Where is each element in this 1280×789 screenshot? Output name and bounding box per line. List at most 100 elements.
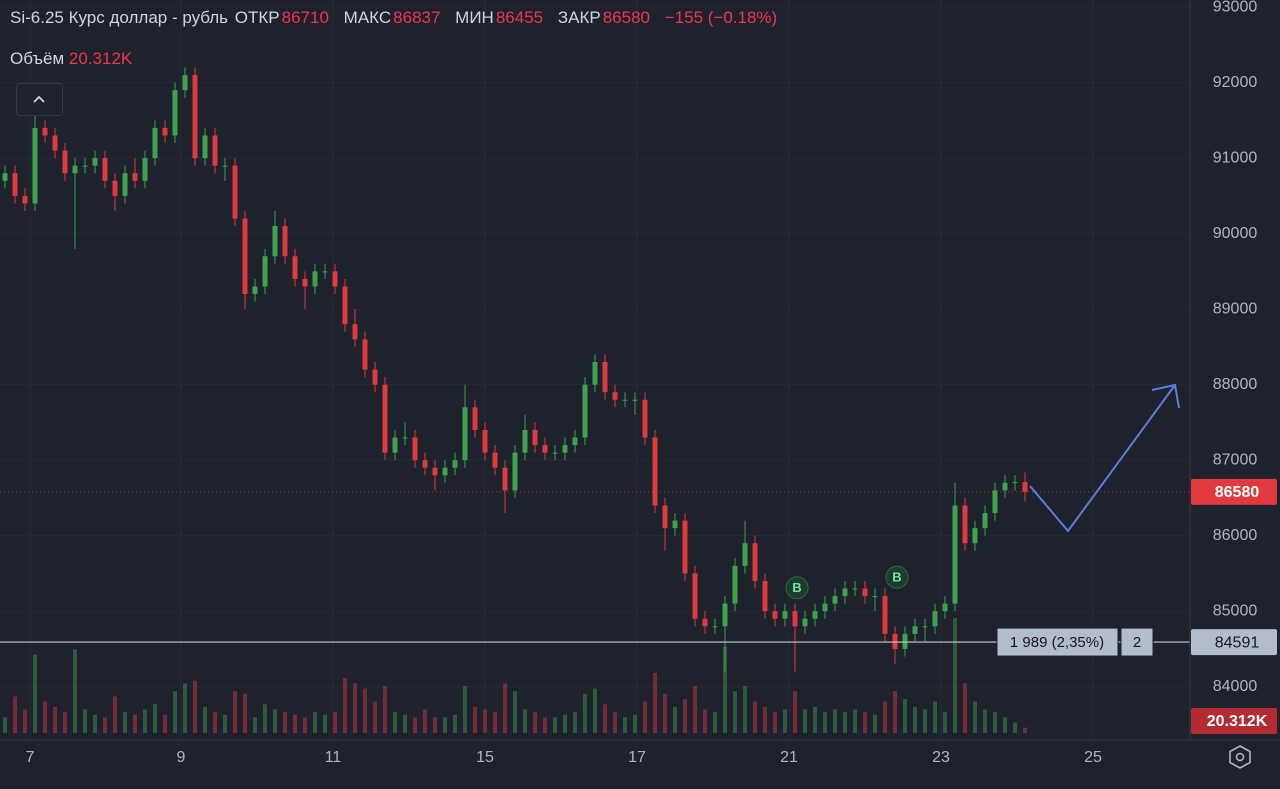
volume-bar [403, 714, 407, 733]
collapse-button[interactable] [16, 83, 63, 116]
volume-bar [523, 709, 527, 733]
candle-body [562, 445, 568, 453]
candle-body [122, 173, 128, 196]
volume-bar [633, 714, 637, 733]
candle-body [532, 429, 538, 446]
volume-bar [493, 712, 497, 733]
drawn-arrow-head[interactable] [1151, 383, 1180, 409]
candle-body [1002, 482, 1008, 491]
volume-bar [563, 714, 567, 733]
candle-body [2, 173, 8, 181]
candle-body [72, 165, 78, 174]
candle-body [642, 399, 648, 438]
overlay-layer: 1 989 (2,35%) 2 B B [0, 491, 1190, 657]
volume-bar [613, 712, 617, 733]
volume-bar [763, 706, 767, 733]
volume-bar [133, 714, 137, 733]
x-tick-label: 25 [1084, 749, 1102, 766]
volume-bar [463, 685, 467, 733]
volume-axis-box [1191, 708, 1277, 734]
candle-body [992, 490, 998, 514]
volume-bar [533, 712, 537, 733]
collapse-icon[interactable] [17, 84, 62, 115]
candle-body [832, 596, 838, 604]
volume-bar [513, 691, 517, 733]
candle-body [682, 520, 688, 574]
volume-bar [963, 683, 967, 733]
y-tick-label: 86000 [1213, 527, 1258, 544]
candle-body [812, 611, 818, 619]
candle-body [502, 467, 508, 491]
level-price-box [1191, 629, 1277, 656]
level-measure-box [996, 627, 1119, 657]
volume-bar [733, 691, 737, 733]
candle-body [962, 505, 968, 544]
candle-body [142, 158, 148, 181]
candle-body [712, 626, 718, 628]
candle-body [462, 407, 468, 461]
candle-body [522, 429, 528, 453]
volume-bar [1003, 717, 1007, 733]
y-tick-label: 92000 [1213, 74, 1258, 91]
volume-bar [863, 712, 867, 733]
volume-bar [13, 696, 17, 733]
signal-marker-label: B [892, 570, 901, 585]
volume-bar [103, 717, 107, 733]
candle-body [52, 135, 58, 151]
candle-body [182, 75, 188, 91]
candle-body [212, 135, 218, 166]
volume-bar [323, 714, 327, 733]
volume-bar [973, 701, 977, 733]
signal-marker-label: B [792, 580, 801, 595]
candle-body [42, 127, 48, 136]
level-price-label: 84591 [1215, 634, 1260, 651]
volume-bar [803, 709, 807, 733]
volume-bar [363, 688, 367, 733]
candle-body [262, 256, 268, 287]
volume-bar [593, 688, 597, 733]
volume-bar [843, 712, 847, 733]
change-value: −155 (−0.18%) [664, 8, 778, 27]
candle-body [602, 361, 608, 393]
candle-body [792, 611, 798, 627]
volume-bar [793, 691, 797, 733]
chevron[interactable] [33, 95, 45, 103]
candle-body [552, 452, 558, 454]
settings-icon-center[interactable] [1235, 752, 1245, 762]
candle-body [592, 361, 598, 385]
symbol-title: Si-6.25 Курс доллар - рубль [10, 8, 229, 27]
x-tick-label: 9 [177, 749, 186, 766]
volume-bar [623, 717, 627, 733]
drawn-arrow[interactable] [1029, 384, 1176, 533]
volume-bar [163, 714, 167, 733]
close-label: ЗАКР [557, 8, 601, 27]
candle-body [852, 588, 858, 590]
candle-body [512, 452, 518, 491]
settings-button[interactable] [1229, 745, 1251, 769]
volume-bar [283, 712, 287, 733]
x-tick-label: 17 [628, 749, 646, 766]
low-label: МИН [455, 8, 494, 27]
volume-bar [473, 706, 477, 733]
candle-body [922, 626, 928, 628]
candle-body [412, 437, 418, 461]
candle-body [322, 271, 328, 273]
candle-body [132, 173, 138, 181]
volume-bar [723, 646, 727, 733]
candle-body [662, 505, 668, 529]
volume-bar [353, 683, 357, 733]
candle-body [22, 195, 28, 204]
volume-bar [933, 701, 937, 733]
y-tick-label: 91000 [1213, 149, 1258, 166]
candle-body [842, 588, 848, 597]
volume-bar [203, 706, 207, 733]
y-tick-label: 93000 [1213, 0, 1258, 15]
candle-body [762, 580, 768, 612]
volume-bar [1013, 722, 1017, 733]
candle-body [742, 543, 748, 566]
volume-bar [243, 693, 247, 733]
settings-icon[interactable] [1229, 745, 1251, 769]
candle-body [912, 626, 918, 634]
last-price-box [1191, 478, 1277, 505]
